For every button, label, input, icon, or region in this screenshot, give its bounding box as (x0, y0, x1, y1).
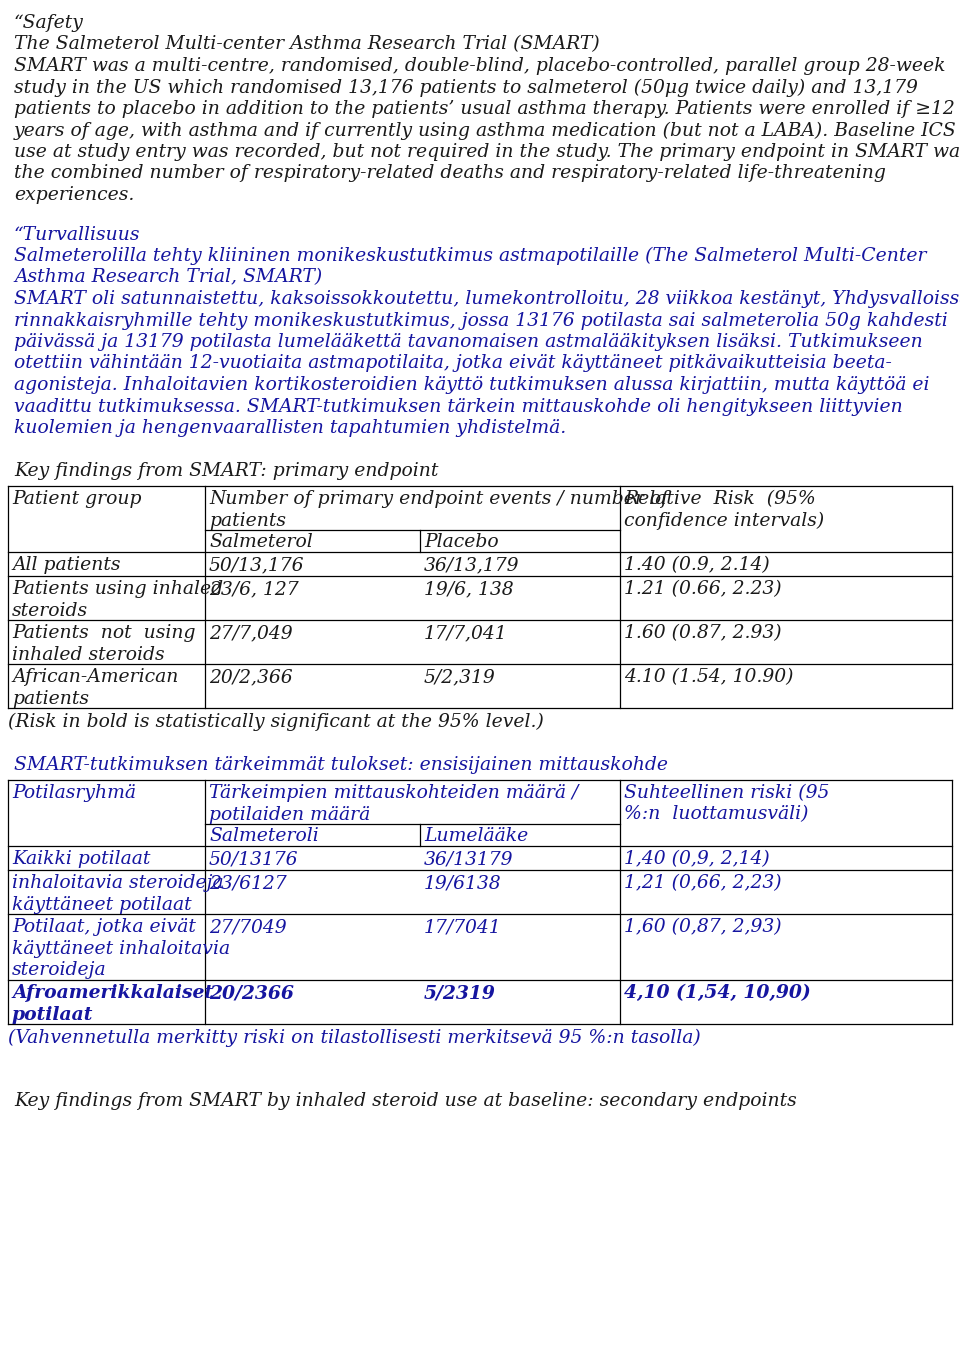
Text: The Salmeterol Multi-center Asthma Research Trial (SMART): The Salmeterol Multi-center Asthma Resea… (14, 35, 600, 53)
Text: (Risk in bold is statistically significant at the 95% level.): (Risk in bold is statistically significa… (8, 713, 544, 731)
Text: Key findings from SMART: primary endpoint: Key findings from SMART: primary endpoin… (14, 463, 439, 481)
Text: Placebo: Placebo (424, 532, 498, 551)
Text: 4,10 (1,54, 10,90): 4,10 (1,54, 10,90) (624, 985, 811, 1002)
Text: Kaikki potilaat: Kaikki potilaat (12, 850, 151, 868)
Text: 5/2,319: 5/2,319 (424, 668, 495, 686)
Text: Number of primary endpoint events / number of: Number of primary endpoint events / numb… (209, 490, 668, 508)
Text: 5/2319: 5/2319 (424, 985, 496, 1002)
Text: steroideja: steroideja (12, 961, 107, 979)
Text: study in the US which randomised 13,176 patients to salmeterol (50μg twice daily: study in the US which randomised 13,176 … (14, 79, 918, 96)
Text: 1,60 (0,87, 2,93): 1,60 (0,87, 2,93) (624, 918, 781, 936)
Text: Potilaat, jotka eivät: Potilaat, jotka eivät (12, 918, 196, 936)
Text: steroids: steroids (12, 602, 88, 619)
Text: experiences.: experiences. (14, 186, 134, 204)
Text: 23/6127: 23/6127 (209, 875, 287, 892)
Text: Key findings from SMART by inhaled steroid use at baseline: secondary endpoints: Key findings from SMART by inhaled stero… (14, 1092, 797, 1111)
Text: potilaat: potilaat (12, 1005, 93, 1024)
Text: 1,40 (0,9, 2,14): 1,40 (0,9, 2,14) (624, 850, 770, 868)
Text: kuolemien ja hengenvaarallisten tapahtumien yhdistelmä.: kuolemien ja hengenvaarallisten tapahtum… (14, 420, 566, 437)
Text: vaadittu tutkimuksessa. SMART-tutkimuksen tärkein mittauskohde oli hengitykseen : vaadittu tutkimuksessa. SMART-tutkimukse… (14, 398, 902, 416)
Text: Patients  not  using: Patients not using (12, 623, 196, 642)
Text: confidence intervals): confidence intervals) (624, 512, 825, 530)
Text: 20/2,366: 20/2,366 (209, 668, 293, 686)
Text: inhaloitavia steroideja: inhaloitavia steroideja (12, 875, 224, 892)
Text: Salmeterol: Salmeterol (209, 532, 313, 551)
Text: 19/6138: 19/6138 (424, 875, 502, 892)
Text: päivässä ja 13179 potilasta lumelääkettä tavanomaisen astmalääkityksen lisäksi. : päivässä ja 13179 potilasta lumelääkettä… (14, 333, 923, 350)
Text: years of age, with asthma and if currently using asthma medication (but not a LA: years of age, with asthma and if current… (14, 121, 957, 140)
Text: 36/13,179: 36/13,179 (424, 555, 519, 574)
Text: 23/6, 127: 23/6, 127 (209, 580, 299, 598)
Text: SMART-tutkimuksen tärkeimmät tulokset: ensisijainen mittauskohde: SMART-tutkimuksen tärkeimmät tulokset: e… (14, 756, 668, 774)
Text: potilaiden määrä: potilaiden määrä (209, 805, 371, 823)
Text: rinnakkaisryhmille tehty monikeskustutkimus, jossa 13176 potilasta sai salmetero: rinnakkaisryhmille tehty monikeskustutki… (14, 311, 948, 330)
Text: 4.10 (1.54, 10.90): 4.10 (1.54, 10.90) (624, 668, 794, 686)
Text: 27/7,049: 27/7,049 (209, 623, 293, 642)
Text: 50/13176: 50/13176 (209, 850, 299, 868)
Text: Afroamerikkalaiset: Afroamerikkalaiset (12, 985, 213, 1002)
Text: Salmeterolilla tehty kliininen monikeskustutkimus astmapotilaille (The Salmetero: Salmeterolilla tehty kliininen monikesku… (14, 247, 926, 265)
Text: SMART was a multi-centre, randomised, double-blind, placebo-controlled, parallel: SMART was a multi-centre, randomised, do… (14, 57, 946, 75)
Text: 1.40 (0.9, 2.14): 1.40 (0.9, 2.14) (624, 555, 770, 574)
Text: patients to placebo in addition to the patients’ usual asthma therapy. Patients : patients to placebo in addition to the p… (14, 100, 955, 118)
Text: Potilasryhmä: Potilasryhmä (12, 784, 136, 803)
Text: (Vahvennetulla merkitty riski on tilastollisesti merkitsevä 95 %:n tasolla): (Vahvennetulla merkitty riski on tilasto… (8, 1029, 701, 1047)
Text: Patient group: Patient group (12, 490, 141, 508)
Text: Asthma Research Trial, SMART): Asthma Research Trial, SMART) (14, 269, 323, 287)
Text: 1.60 (0.87, 2.93): 1.60 (0.87, 2.93) (624, 623, 781, 642)
Text: “Safety: “Safety (14, 14, 84, 33)
Text: 27/7049: 27/7049 (209, 918, 287, 936)
Text: %:n  luottamusväli): %:n luottamusväli) (624, 805, 808, 823)
Text: patients: patients (209, 512, 286, 530)
Text: 20/2366: 20/2366 (209, 985, 294, 1002)
Text: otettiin vähintään 12-vuotiaita astmapotilaita, jotka eivät käyttäneet pitkävaik: otettiin vähintään 12-vuotiaita astmapot… (14, 354, 892, 372)
Text: use at study entry was recorded, but not required in the study. The primary endp: use at study entry was recorded, but not… (14, 143, 960, 162)
Text: 17/7,041: 17/7,041 (424, 623, 508, 642)
Text: Lumelääke: Lumelääke (424, 827, 528, 845)
Text: Salmeteroli: Salmeteroli (209, 827, 319, 845)
Text: 19/6, 138: 19/6, 138 (424, 580, 514, 598)
Text: Patients using inhaled: Patients using inhaled (12, 580, 223, 598)
Text: Suhteellinen riski (95: Suhteellinen riski (95 (624, 784, 829, 803)
Text: 1,21 (0,66, 2,23): 1,21 (0,66, 2,23) (624, 875, 781, 892)
Text: 17/7041: 17/7041 (424, 918, 502, 936)
Text: Relative  Risk  (95%: Relative Risk (95% (624, 490, 816, 508)
Text: the combined number of respiratory-related deaths and respiratory-related life-t: the combined number of respiratory-relat… (14, 164, 886, 182)
Text: All patients: All patients (12, 555, 121, 574)
Text: SMART oli satunnaistettu, kaksoissokkoutettu, lumekontrolloitu, 28 viikkoa kestä: SMART oli satunnaistettu, kaksoissokkout… (14, 291, 960, 308)
Text: Tärkeimpien mittauskohteiden määrä /: Tärkeimpien mittauskohteiden määrä / (209, 784, 578, 803)
Text: patients: patients (12, 690, 89, 708)
Text: käyttäneet potilaat: käyttäneet potilaat (12, 895, 192, 914)
Text: African-American: African-American (12, 668, 179, 686)
Text: 36/13179: 36/13179 (424, 850, 514, 868)
Text: “Turvallisuus: “Turvallisuus (14, 225, 140, 243)
Text: käyttäneet inhaloitavia: käyttäneet inhaloitavia (12, 940, 230, 957)
Text: 50/13,176: 50/13,176 (209, 555, 304, 574)
Text: 1.21 (0.66, 2.23): 1.21 (0.66, 2.23) (624, 580, 781, 598)
Text: agonisteja. Inhaloitavien kortikosteroidien käyttö tutkimuksen alussa kirjattiin: agonisteja. Inhaloitavien kortikosteroid… (14, 376, 929, 394)
Text: inhaled steroids: inhaled steroids (12, 645, 164, 664)
